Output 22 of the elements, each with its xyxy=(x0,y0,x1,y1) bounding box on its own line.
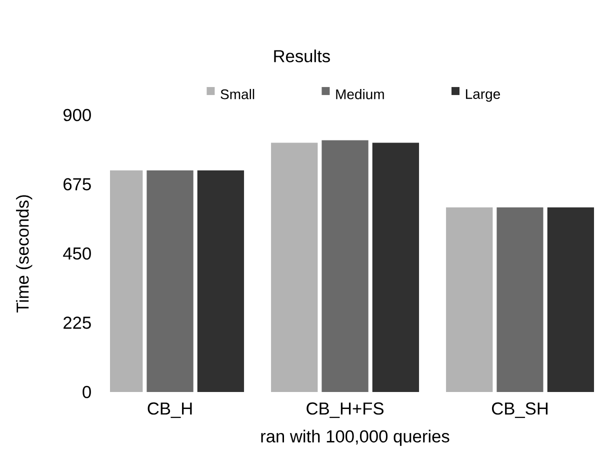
legend-label: Large xyxy=(466,89,500,102)
y-tick-label: 900 xyxy=(63,108,91,122)
x-tick-label: CB_SH xyxy=(492,402,548,418)
legend-label: Small xyxy=(220,88,254,100)
y-tick-label: 450 xyxy=(63,247,91,260)
x-tick-label: CB_H+FS xyxy=(306,402,384,418)
bar xyxy=(496,207,544,392)
chart-title: Results xyxy=(274,50,330,62)
bar xyxy=(146,170,194,392)
bar xyxy=(547,207,594,392)
legend-label: Medium xyxy=(336,88,384,100)
bar xyxy=(271,142,318,392)
y-tick-label: 0 xyxy=(82,386,91,398)
y-axis-title: Time (seconds) xyxy=(16,195,32,313)
bar xyxy=(372,142,420,392)
bar xyxy=(322,140,368,392)
bar xyxy=(197,170,244,392)
bar xyxy=(446,207,493,392)
y-tick-label: 675 xyxy=(64,178,91,190)
x-axis-title: ran with 100,000 queries xyxy=(261,430,450,446)
y-tick-label: 225 xyxy=(64,316,91,329)
x-tick-label: CB_H xyxy=(148,402,192,418)
